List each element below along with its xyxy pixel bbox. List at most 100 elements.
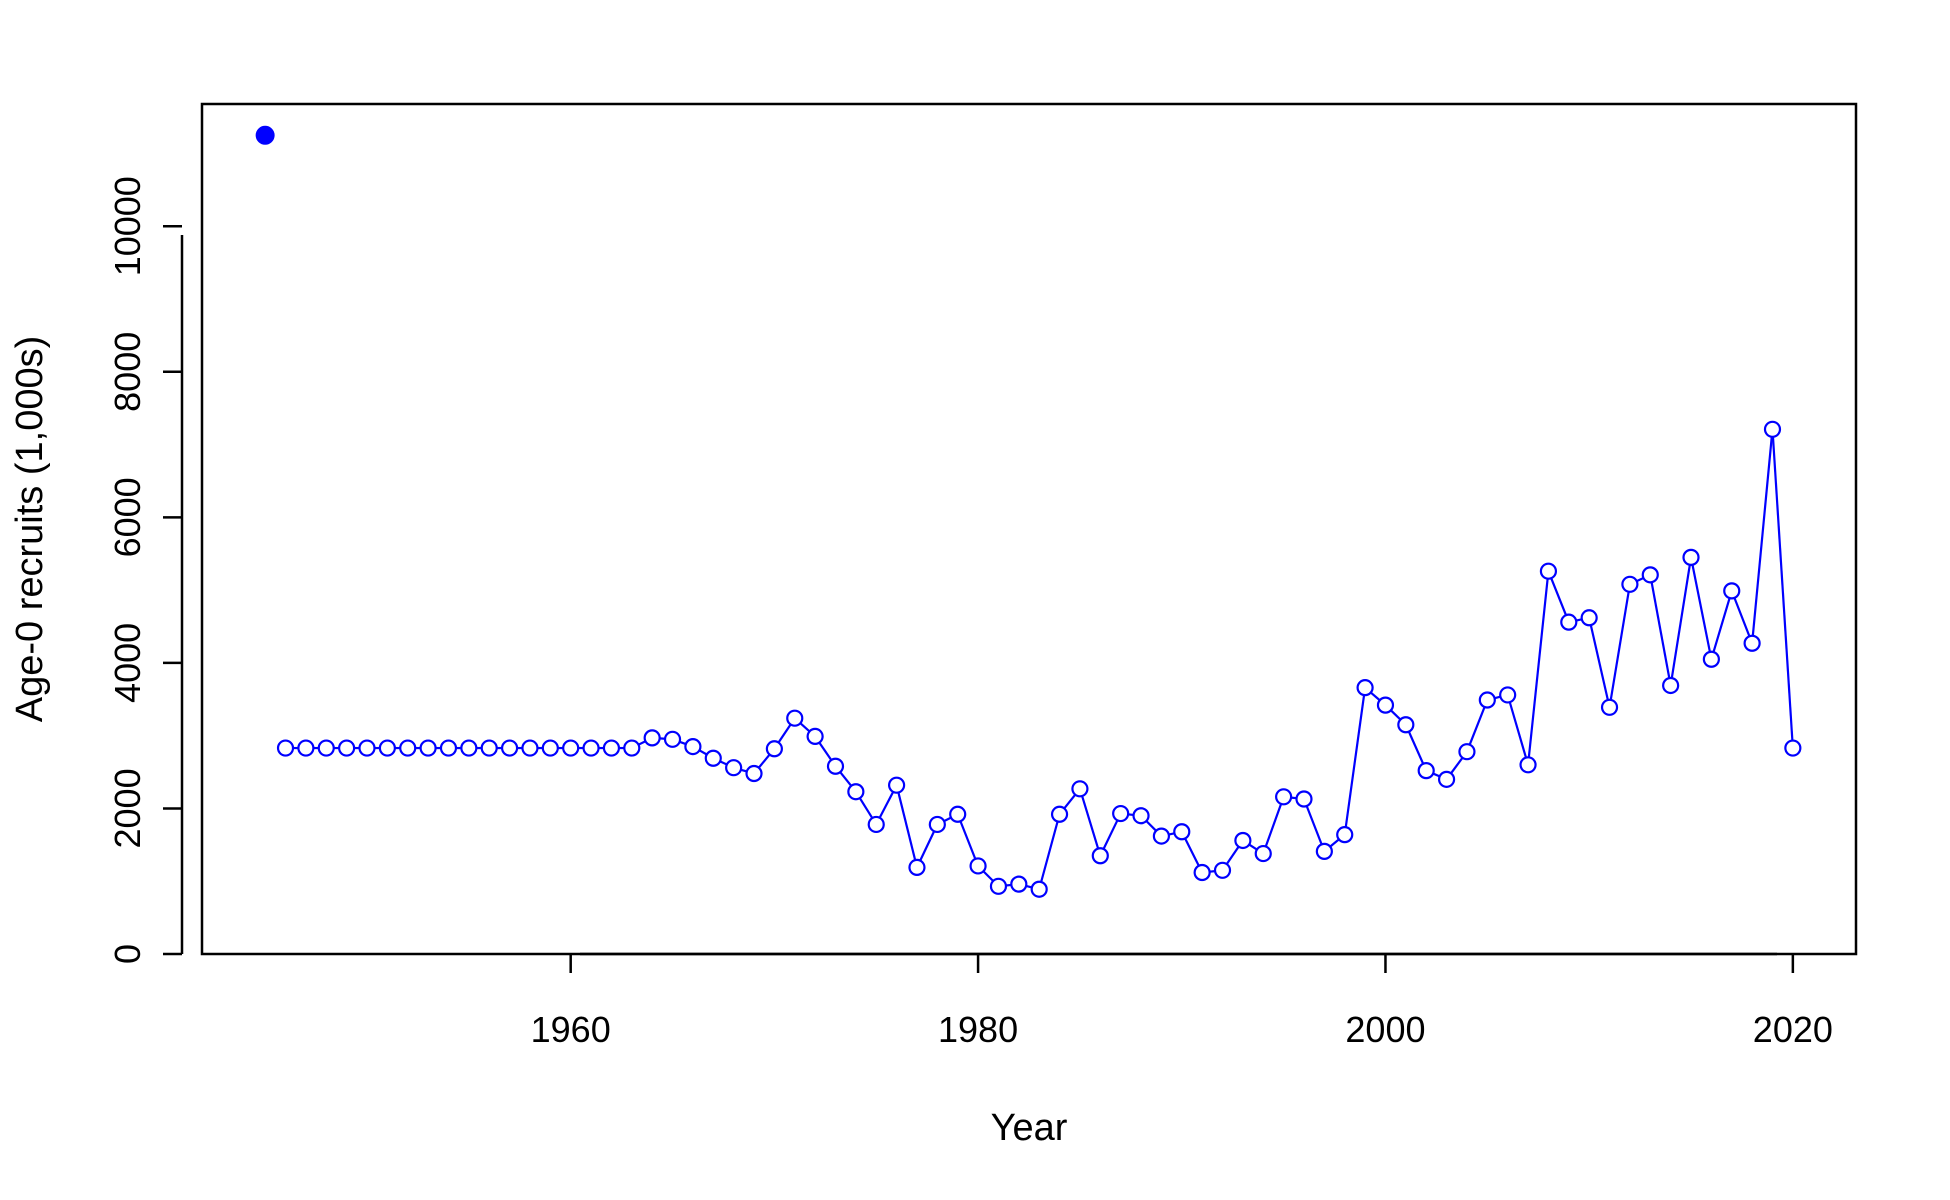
data-point: [1397, 716, 1415, 734]
series-line-segment: [1432, 772, 1441, 778]
series-line-segment: [1390, 709, 1402, 721]
data-point: [358, 739, 376, 757]
data-point: [847, 783, 865, 801]
x-tick-label: 1960: [531, 1009, 611, 1050]
data-point: [1071, 780, 1089, 798]
data-point: [1437, 770, 1456, 788]
data-point: [338, 739, 356, 757]
data-point: [1132, 807, 1150, 825]
data-point: [582, 739, 600, 757]
data-point: [500, 739, 519, 757]
data-point: [1621, 575, 1639, 593]
series-line-segment: [1670, 564, 1691, 679]
data-point: [1458, 743, 1476, 761]
series-line-segment: [1508, 701, 1528, 758]
series-line-segment: [1248, 843, 1258, 851]
series-line-segment: [1691, 564, 1711, 653]
series-line-segment: [1733, 597, 1751, 637]
series-line-segment: [818, 741, 833, 761]
y-tick-label: 8000: [107, 332, 148, 412]
series-line-segment: [919, 830, 936, 862]
data-point: [1112, 804, 1130, 823]
data-point: [276, 739, 295, 757]
data-point: [1295, 790, 1313, 808]
data-point: [949, 805, 967, 823]
series-line-segment: [1081, 795, 1100, 849]
data-point: [663, 730, 682, 748]
data-point: [1417, 762, 1435, 780]
series-line-segment: [1468, 706, 1486, 746]
series-line-segment: [1225, 846, 1240, 865]
x-tick-label: 2000: [1345, 1009, 1425, 1050]
plot-frame: [200, 102, 1858, 956]
data-point: [419, 739, 437, 757]
y-axis-title: Age-0 recruits (1,000s): [9, 336, 51, 723]
data-point: [1723, 582, 1741, 600]
series-line-segment: [1344, 694, 1366, 828]
data-point: [1784, 739, 1802, 757]
series-line-segment: [1102, 819, 1119, 850]
data-point: [1478, 691, 1496, 709]
series-layer: [255, 125, 1802, 898]
data-point: [1560, 613, 1578, 631]
x-tick-label: 2020: [1753, 1009, 1833, 1050]
series-line-segment: [839, 771, 853, 787]
x-axis: 1960 1980 2000 2020: [531, 952, 1833, 1050]
series-line-segment: [1407, 731, 1425, 765]
data-point: [928, 815, 946, 834]
data-point: [1213, 861, 1232, 879]
data-point: [725, 759, 743, 777]
data-point: [1254, 844, 1272, 863]
series-line-segment: [777, 723, 792, 744]
series-line-segment: [858, 797, 874, 819]
series-line-segment: [1063, 793, 1077, 810]
series-line-segment: [959, 820, 977, 860]
data-point: [887, 776, 906, 794]
series-line-segment: [1650, 582, 1671, 679]
data-point: [1539, 562, 1558, 580]
series-line-segment: [757, 753, 771, 769]
data-point: [439, 739, 458, 757]
series-line-segment: [1305, 805, 1323, 845]
series-line-segment: [1527, 578, 1549, 758]
data-point: [1743, 634, 1761, 652]
data-point: [1763, 420, 1782, 438]
data-point: [1173, 823, 1191, 841]
data-point: [1030, 880, 1048, 898]
data-point: [867, 815, 885, 834]
data-point: [908, 858, 926, 876]
series-line-segment: [1636, 577, 1644, 583]
y-tick-label: 10000: [107, 176, 148, 276]
y-axis: 0 2000 4000 6000 8000 10000: [107, 176, 184, 964]
data-point: [1050, 805, 1069, 823]
data-point: [1152, 827, 1171, 845]
data-point: [1376, 696, 1395, 714]
data-point: [1193, 863, 1211, 882]
series-line-segment: [1450, 757, 1464, 774]
data-point: [521, 739, 539, 757]
series-line-segment: [1145, 820, 1157, 832]
series-line-segment: [1771, 436, 1794, 741]
data-point: [1010, 875, 1028, 893]
series-line-segment: [1609, 591, 1630, 701]
data-point: [1234, 831, 1252, 850]
data-point: [1641, 566, 1659, 584]
data-point: [602, 739, 621, 757]
data-point: [399, 739, 417, 757]
series-line-segment: [982, 870, 994, 882]
data-point: [1315, 842, 1333, 860]
x-tick-label: 1980: [938, 1009, 1018, 1050]
series-line-segment: [799, 722, 811, 733]
series-line-segment: [719, 760, 728, 766]
data-point: [1580, 609, 1598, 627]
y-tick-label: 4000: [107, 623, 148, 703]
data-point: [1662, 676, 1680, 695]
data-point: [623, 739, 641, 757]
series-line-segment: [943, 816, 952, 823]
data-point: [317, 739, 335, 757]
data-point: [297, 739, 315, 757]
x-axis-title: Year: [991, 1107, 1068, 1149]
data-point: [562, 739, 580, 757]
series-line-segment: [1264, 803, 1283, 847]
data-point: [460, 739, 478, 757]
